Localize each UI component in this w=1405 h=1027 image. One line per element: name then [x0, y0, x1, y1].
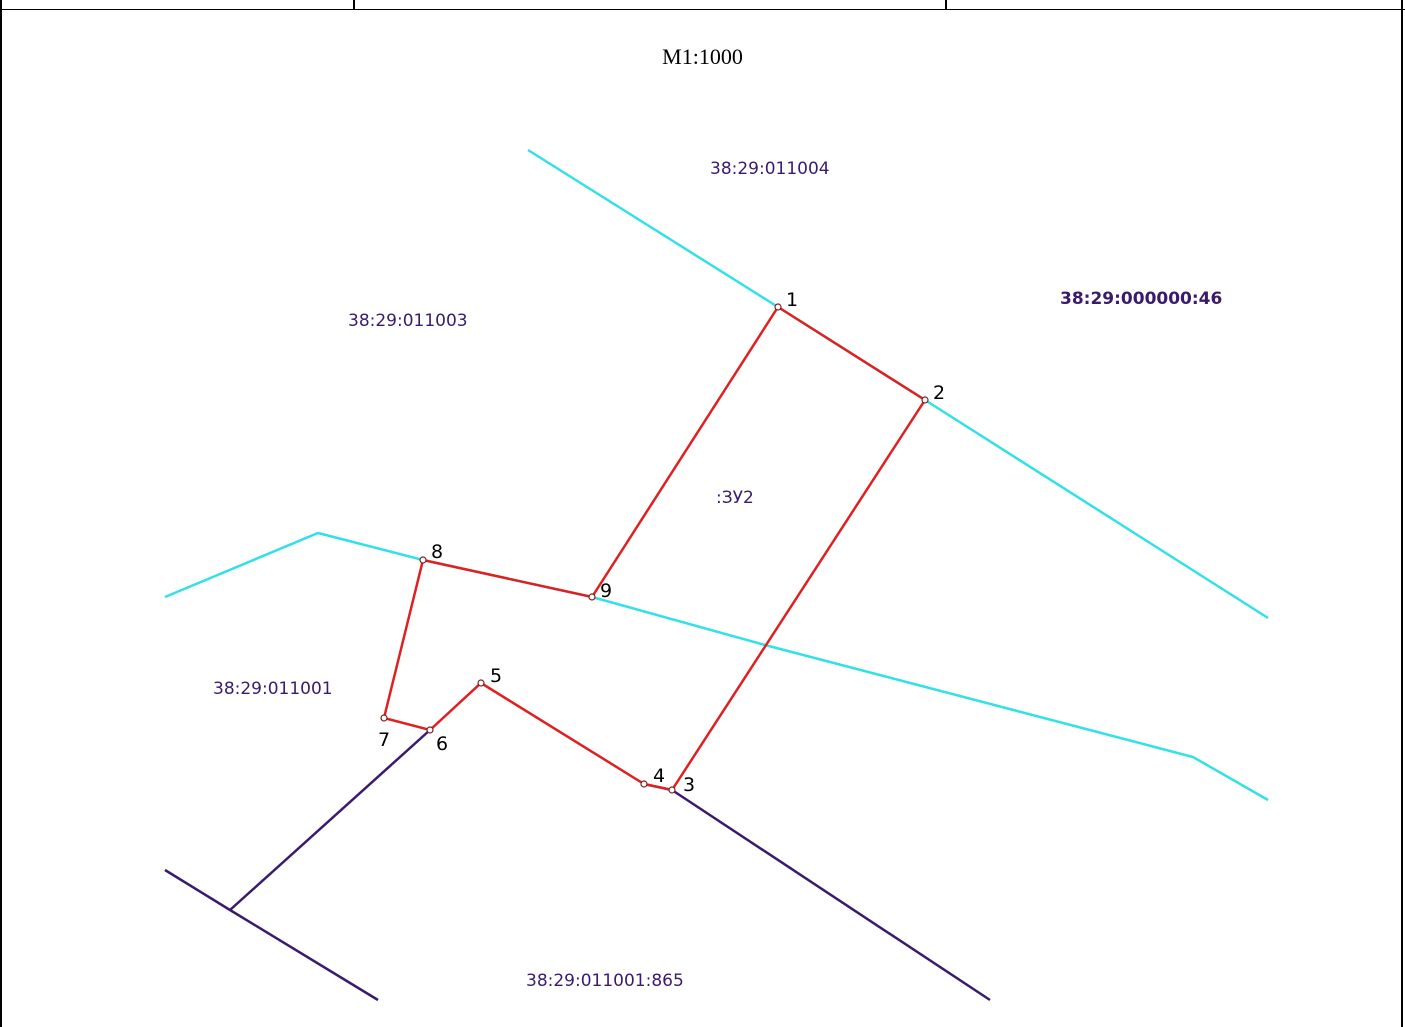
cadastral-label-block-north: 38:29:011004	[710, 159, 830, 179]
vertex-4	[640, 780, 648, 788]
header-table-row	[0, 0, 1405, 10]
cadastral-label-parcel-south: 38:29:011001:865	[526, 971, 684, 991]
vertex-label-2: 2	[933, 382, 945, 404]
parcel-line-west	[164, 868, 379, 1002]
parcel-boundary	[382, 305, 927, 792]
cadastral-label-block-east: 38:29:000000:46	[1060, 289, 1222, 309]
parcel-line-southeast	[643, 782, 991, 1002]
parcel-label: :ЗУ2	[716, 488, 754, 508]
vertex-8	[419, 556, 427, 564]
vertex-label-9: 9	[600, 580, 612, 602]
vertex-label-8: 8	[431, 541, 443, 563]
vertex-label-1: 1	[786, 289, 798, 311]
vertex-7	[380, 714, 388, 722]
cadastral-label-block-northwest: 38:29:011003	[348, 311, 468, 331]
table-divider	[353, 0, 355, 10]
vertex-label-3: 3	[683, 774, 695, 796]
vertex-label-7: 7	[378, 729, 390, 751]
vertex-9	[588, 593, 596, 601]
vertex-6	[426, 726, 434, 734]
vertex-label-5: 5	[490, 665, 502, 687]
vertex-5	[477, 679, 485, 687]
parcel-line-southwest	[229, 729, 431, 911]
vertex-2	[921, 396, 929, 404]
cadastral-label-block-west: 38:29:011001	[213, 679, 333, 699]
vertex-label-6: 6	[436, 733, 448, 755]
vertex-markers	[380, 303, 929, 794]
block-boundary-south	[164, 531, 1269, 802]
vertex-1	[774, 303, 782, 311]
vertex-3	[668, 786, 676, 794]
table-divider	[945, 0, 947, 10]
vertex-label-4: 4	[653, 765, 665, 787]
map-scale: M1:1000	[662, 44, 743, 69]
